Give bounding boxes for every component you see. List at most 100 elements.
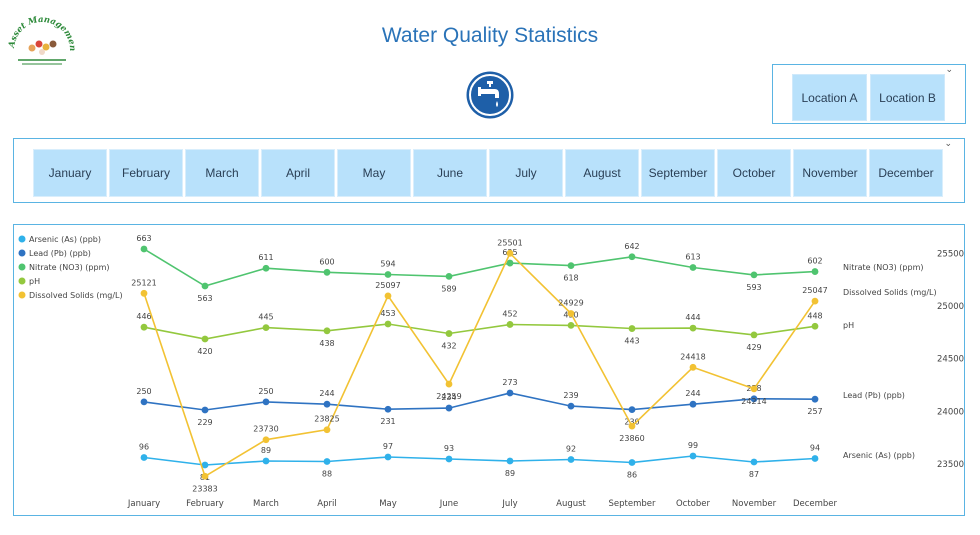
series-end-label-ph: pH (843, 321, 854, 330)
data-label-arsenic: 93 (444, 444, 454, 453)
data-label-arsenic: 89 (261, 446, 271, 455)
month-button-october[interactable]: October (717, 149, 791, 197)
y2-tick-label: 24500 (937, 355, 964, 365)
legend-marker (18, 263, 26, 271)
water-tap-icon (465, 70, 515, 120)
month-button-march[interactable]: March (185, 149, 259, 197)
x-tick-label: July (501, 499, 517, 509)
data-point-dissolved (811, 297, 819, 305)
data-label-ph: 446 (136, 312, 151, 321)
data-label-lead: 230 (624, 418, 639, 427)
data-point-dissolved (567, 310, 575, 317)
data-point-nitrate (628, 253, 636, 261)
data-point-nitrate (262, 264, 270, 272)
data-label-ph: 453 (380, 309, 395, 318)
chevron-down-icon[interactable]: ⌄ (945, 65, 953, 75)
chevron-down-icon[interactable]: ⌄ (944, 139, 952, 149)
x-tick-label: November (732, 499, 777, 509)
data-label-nitrate: 618 (563, 274, 578, 283)
data-label-nitrate: 594 (380, 260, 395, 269)
y2-tick-label: 23500 (937, 460, 964, 470)
asset-management-logo: Asset Management (4, 3, 78, 72)
data-label-lead: 257 (807, 407, 822, 416)
data-point-dissolved (445, 380, 453, 388)
month-button-may[interactable]: May (337, 149, 411, 197)
data-point-ph (750, 331, 758, 339)
data-label-ph: 429 (746, 343, 761, 352)
data-point-dissolved (384, 292, 392, 300)
data-point-ph (384, 320, 392, 328)
data-point-arsenic (689, 452, 697, 460)
y2-tick-label: 25000 (937, 302, 964, 312)
series-end-label-arsenic: Arsenic (As) (ppb) (843, 451, 915, 460)
month-button-april[interactable]: April (261, 149, 335, 197)
data-label-dissolved: 23383 (192, 484, 217, 493)
y2-tick-label: 24000 (937, 407, 964, 417)
data-label-arsenic: 87 (749, 470, 759, 479)
month-button-september[interactable]: September (641, 149, 715, 197)
data-label-dissolved: 23860 (619, 434, 644, 443)
data-point-arsenic (201, 461, 209, 469)
series-end-label-nitrate: Nitrate (NO3) (ppm) (843, 263, 923, 272)
x-tick-label: January (127, 499, 160, 509)
month-button-august[interactable]: August (565, 149, 639, 197)
data-label-nitrate: 563 (197, 294, 212, 303)
data-label-ph: 452 (502, 309, 517, 318)
legend-label: pH (29, 277, 40, 286)
series-line-dissolved (143, 251, 816, 478)
month-filter: ⌄ January February March April May June … (13, 138, 965, 203)
page-title: Water Quality Statistics (381, 24, 599, 47)
data-label-lead: 250 (136, 387, 151, 396)
series-line-lead (143, 392, 816, 411)
month-button-june[interactable]: June (413, 149, 487, 197)
x-tick-label: June (439, 499, 459, 509)
series-end-label-lead: Lead (Pb) (ppb) (843, 391, 905, 400)
data-point-ph (140, 323, 148, 331)
data-label-lead: 250 (258, 387, 273, 396)
data-label-dissolved: 24418 (680, 352, 705, 361)
data-point-ph (201, 335, 209, 343)
legend-label: Arsenic (As) (ppb) (29, 235, 101, 244)
location-b-button[interactable]: Location B (870, 74, 945, 121)
legend-marker (18, 277, 26, 285)
series-line-nitrate (143, 248, 816, 287)
x-tick-label: February (186, 499, 224, 509)
data-label-nitrate: 600 (319, 257, 334, 266)
data-point-arsenic (811, 455, 819, 462)
data-point-ph (323, 327, 331, 335)
series-line-arsenic (143, 455, 816, 466)
month-button-february[interactable]: February (109, 149, 183, 197)
data-point-nitrate (506, 259, 514, 267)
data-point-dissolved (628, 422, 636, 430)
month-button-january[interactable]: January (33, 149, 107, 197)
location-a-button[interactable]: Location A (792, 74, 867, 121)
data-label-nitrate: 602 (807, 257, 822, 266)
data-point-ph (262, 324, 270, 332)
data-point-arsenic (628, 459, 636, 466)
data-label-lead: 273 (502, 378, 517, 387)
data-label-lead: 234 (441, 393, 456, 402)
x-tick-label: October (676, 499, 711, 509)
data-label-lead: 239 (563, 391, 578, 400)
data-label-nitrate: 589 (441, 284, 456, 293)
data-point-arsenic (323, 458, 331, 465)
series-end-label-dissolved: Dissolved Solids (mg/L) (843, 288, 937, 297)
data-label-lead: 231 (380, 417, 395, 426)
data-label-dissolved: 24214 (741, 397, 766, 406)
data-label-arsenic: 94 (810, 444, 820, 453)
month-button-november[interactable]: November (793, 149, 867, 197)
data-point-lead (811, 395, 819, 403)
data-label-ph: 448 (807, 311, 822, 320)
data-point-arsenic (140, 454, 148, 461)
y2-tick-label: 25500 (937, 249, 964, 259)
data-label-ph: 445 (258, 313, 273, 322)
data-label-dissolved: 25121 (131, 278, 156, 287)
month-button-july[interactable]: July (489, 149, 563, 197)
data-label-dissolved: 25097 (375, 281, 400, 290)
month-button-december[interactable]: December (869, 149, 943, 197)
data-label-arsenic: 99 (688, 441, 698, 450)
series-line-ph (143, 323, 816, 340)
data-point-nitrate (323, 268, 331, 276)
data-label-ph: 443 (624, 337, 639, 346)
data-point-lead (567, 402, 575, 410)
